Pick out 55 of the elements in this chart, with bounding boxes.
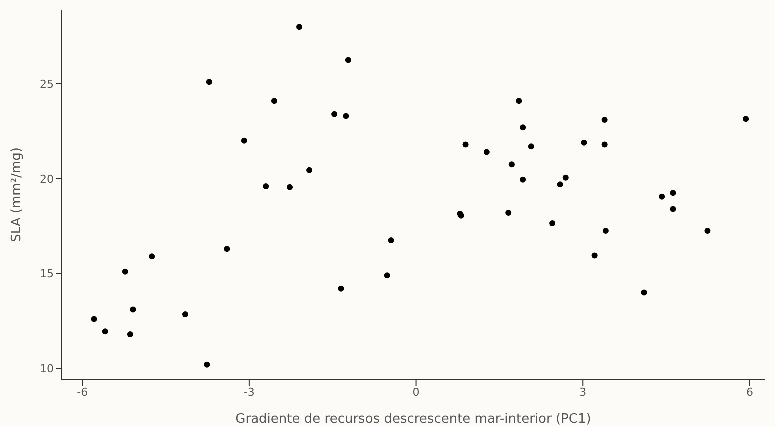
- point: [506, 210, 512, 216]
- y-tick-label: 10: [40, 362, 54, 376]
- point: [562, 174, 569, 181]
- point: [206, 79, 212, 86]
- point: [182, 312, 188, 318]
- point: [343, 113, 350, 120]
- point: [462, 142, 469, 148]
- point: [641, 290, 648, 296]
- point: [384, 272, 390, 279]
- x-tick-label: 6: [746, 386, 754, 399]
- point: [520, 176, 526, 183]
- point: [704, 228, 711, 234]
- point: [127, 331, 134, 338]
- y-tick-label: 15: [40, 268, 54, 281]
- x-axis-title: Gradiente de recursos descrescente mar-interior (PC1): [236, 412, 592, 427]
- point: [659, 194, 666, 200]
- point: [287, 184, 294, 190]
- point: [602, 228, 609, 234]
- point: [602, 117, 608, 124]
- point: [388, 238, 394, 244]
- point: [271, 98, 278, 104]
- point: [338, 286, 344, 292]
- point: [602, 142, 608, 148]
- point: [130, 306, 136, 313]
- point: [508, 162, 515, 168]
- point: [122, 268, 128, 275]
- y-tick-label: 20: [40, 172, 54, 186]
- point: [263, 183, 270, 190]
- point: [520, 124, 526, 131]
- point: [306, 167, 312, 174]
- point: [204, 362, 210, 368]
- point: [345, 57, 352, 64]
- point: [550, 220, 556, 226]
- point: [670, 190, 676, 196]
- point: [557, 182, 564, 188]
- x-tick-label: 0: [412, 386, 420, 399]
- x-tick-label: -6: [77, 386, 88, 399]
- point: [592, 252, 598, 259]
- point: [670, 206, 676, 212]
- point: [102, 328, 108, 335]
- point: [528, 144, 534, 150]
- point: [743, 116, 750, 122]
- y-axis-title: SLA (mm²/mg): [10, 148, 25, 242]
- point: [581, 140, 588, 146]
- point: [296, 24, 302, 30]
- point: [516, 98, 522, 104]
- point: [332, 111, 338, 118]
- y-tick-label: 25: [40, 78, 54, 91]
- x-tick-label: -3: [244, 386, 255, 399]
- point: [484, 149, 490, 156]
- point: [91, 316, 98, 322]
- point: [241, 138, 248, 144]
- point: [149, 254, 156, 260]
- point: [224, 246, 230, 252]
- x-tick-label: 3: [580, 386, 587, 399]
